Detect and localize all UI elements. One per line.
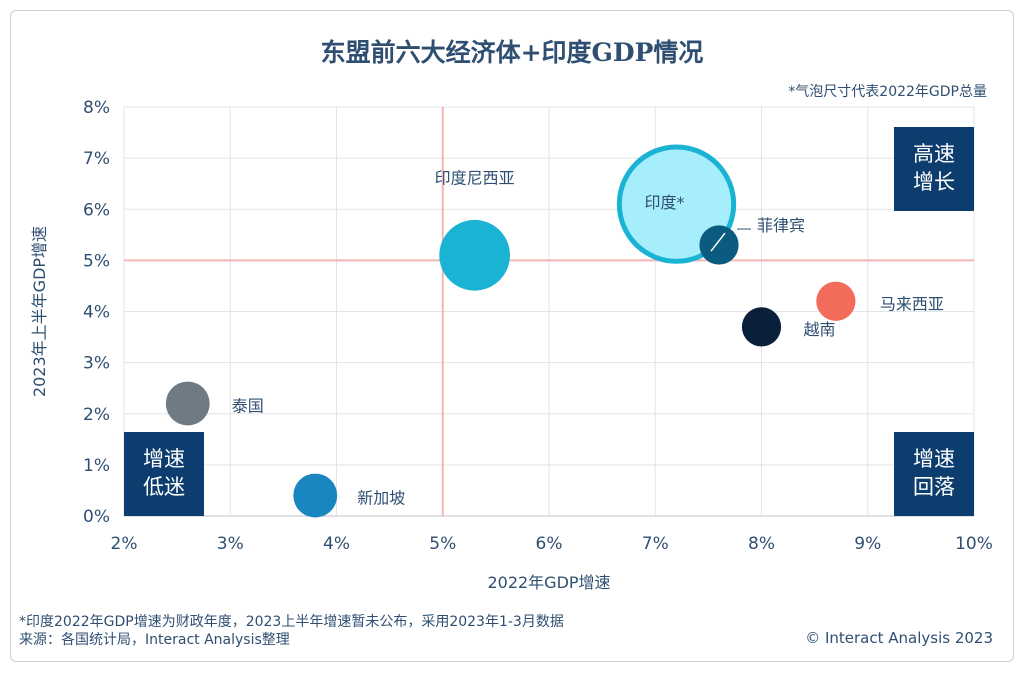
leader-line (710, 232, 726, 252)
copyright: © Interact Analysis 2023 (805, 629, 993, 647)
footnote-line: *印度2022年GDP增速为财政年度，2023上半年增速暂未公布，采用2023年… (19, 614, 564, 630)
bubble (816, 281, 856, 321)
bubble (439, 219, 510, 291)
quadrant-label-text: 增长 (913, 170, 955, 194)
bubble-label: 印度尼西亚 (435, 168, 515, 187)
y-tick-label: 1% (83, 456, 110, 476)
quadrant-label-text: 高速 (913, 142, 955, 166)
bubble-size-note: *气泡尺寸代表2022年GDP总量 (788, 84, 987, 100)
bubble-chart: 2% 3% 4% 5% 6% 7% 8% 9% 10% 0% 1% 2% 3% 4% 5% 6% 7% 8% 202… (30, 98, 993, 592)
quadrant-label-box (124, 432, 204, 516)
bubble-label: 泰国 (232, 397, 264, 416)
chart-card: 东盟前六大经济体+印度GDP情况 *气泡尺寸代表2022年GDP总量 2% 3% 4… (10, 10, 1014, 662)
y-tick-label: 3% (83, 354, 110, 374)
x-tick-label: 6% (536, 534, 563, 554)
x-tick-label: 7% (642, 534, 669, 554)
bubble (699, 225, 739, 265)
quadrant-label-text: 低迷 (143, 475, 185, 499)
y-tick-label: 5% (83, 251, 110, 271)
bubble (741, 307, 782, 347)
quadrant-label-text: 增速 (143, 447, 185, 471)
quadrant-label-text: 回落 (913, 475, 955, 499)
quadrant-label-text: 增速 (913, 447, 955, 471)
y-tick-label: 2% (83, 405, 110, 425)
x-tick-label: 3% (217, 534, 244, 554)
bubble-label: 菲律宾 (757, 216, 805, 235)
y-tick-label: 4% (83, 303, 110, 323)
y-tick-label: 6% (83, 200, 110, 220)
bubble-label: 越南 (804, 320, 836, 339)
y-axis-title: 2023年上半年GDP增速 (30, 226, 49, 397)
x-tick-label: 9% (854, 534, 881, 554)
bubble-label: 马来西亚 (880, 294, 944, 313)
y-tick-label: 0% (83, 507, 110, 527)
bubble-label: 印度* (644, 193, 684, 212)
y-tick-label: 7% (83, 149, 110, 169)
chart-title: 东盟前六大经济体+印度GDP情况 (320, 38, 704, 67)
bubble (165, 381, 210, 426)
bubble-label: 新加坡 (357, 489, 405, 508)
x-tick-label: 5% (429, 534, 456, 554)
x-tick-label: 4% (323, 534, 350, 554)
x-tick-label: 2% (111, 534, 138, 554)
bubble (293, 473, 338, 518)
quadrant-label-box (894, 432, 974, 516)
y-tick-label: 8% (83, 98, 110, 118)
quadrant-label-box (894, 127, 974, 211)
x-tick-label: 8% (748, 534, 775, 554)
x-tick-label: 10% (955, 534, 993, 554)
x-axis-title: 2022年GDP增速 (487, 573, 610, 592)
footnote: *印度2022年GDP增速为财政年度，2023上半年增速暂未公布，采用2023年… (19, 613, 564, 649)
footnote-line: 来源：各国统计局，Interact Analysis整理 (19, 632, 290, 648)
